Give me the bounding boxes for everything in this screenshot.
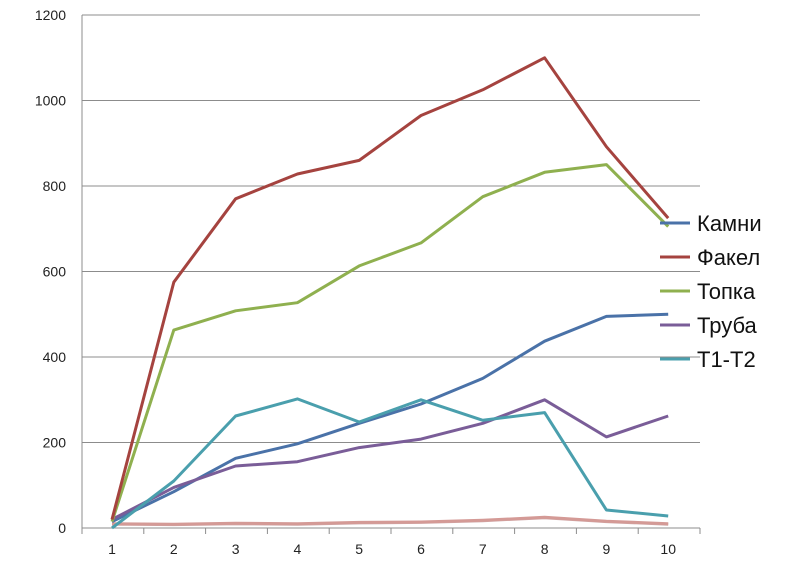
series-line-факел [110, 56, 670, 520]
x-tick-label: 4 [294, 541, 302, 557]
x-tick-label: 10 [660, 541, 676, 557]
y-tick-label: 800 [43, 178, 67, 194]
legend-label: Труба [697, 313, 758, 338]
legend-label: T1-T2 [697, 347, 756, 372]
x-axis-ticks: 1 2 3 4 5 6 7 8 9 10 [81, 528, 701, 557]
legend-label: Камни [697, 211, 762, 236]
x-tick-label: 7 [479, 541, 487, 557]
y-tick-label: 1000 [35, 93, 66, 109]
series-line-камни [111, 312, 669, 523]
x-tick-label: 3 [232, 541, 240, 557]
y-tick-label: 0 [58, 520, 66, 536]
legend-label: Факел [697, 245, 760, 270]
series-line-6 [111, 515, 669, 526]
y-tick-label: 600 [43, 264, 67, 280]
y-tick-label: 400 [43, 349, 67, 365]
x-tick-label: 1 [108, 541, 116, 557]
y-tick-label: 1200 [35, 7, 66, 23]
y-axis-ticks: 0 200 400 600 800 1000 1200 [35, 7, 66, 536]
legend: Камни Факел Топка Труба T1-T2 [660, 211, 762, 372]
legend-label: Топка [697, 279, 756, 304]
x-tick-label: 5 [355, 541, 363, 557]
series-lines [110, 56, 670, 530]
series-line-труба [111, 398, 669, 521]
series-line-топка [110, 163, 670, 523]
y-tick-label: 200 [43, 435, 67, 451]
x-tick-label: 9 [603, 541, 611, 557]
gridlines [82, 14, 700, 443]
x-tick-label: 6 [417, 541, 425, 557]
series-line-t1-t2 [111, 397, 669, 530]
x-tick-label: 8 [541, 541, 549, 557]
x-tick-label: 2 [170, 541, 178, 557]
